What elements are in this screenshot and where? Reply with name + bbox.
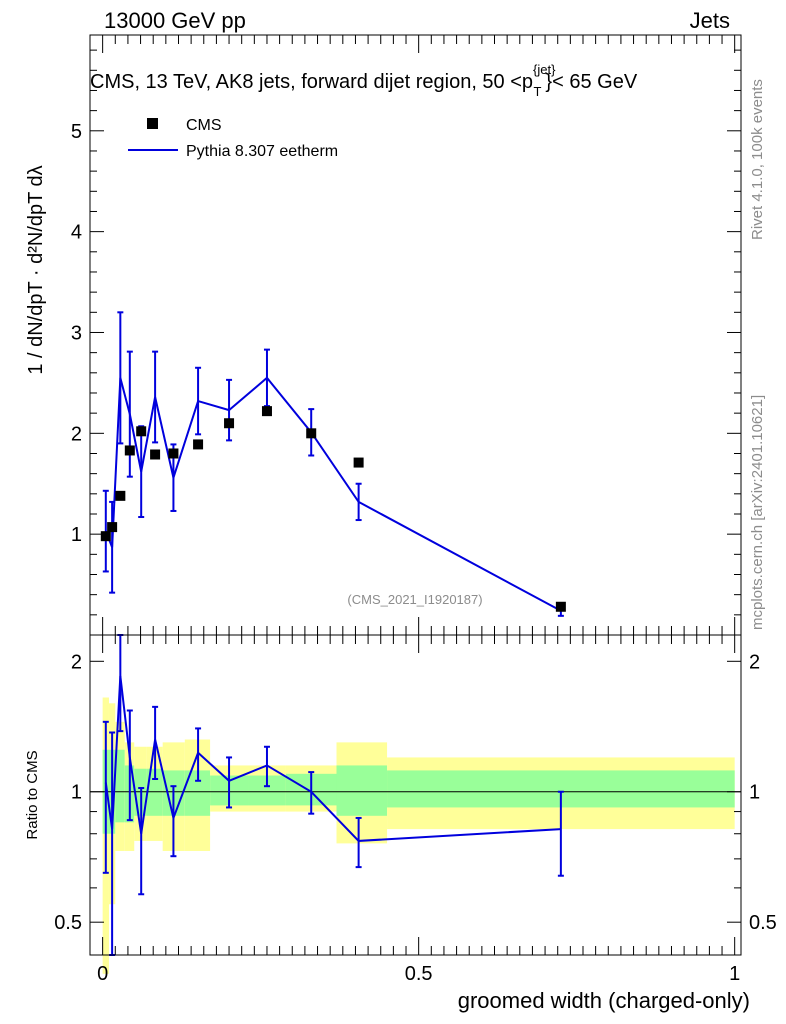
legend-data-label: CMS: [186, 117, 222, 134]
main-ytick-label: 1: [71, 524, 82, 546]
ratio-ylabel-text: Ratio to CMS: [24, 750, 41, 839]
cms-data-point: [261, 406, 272, 417]
ratio-band-inner: [336, 765, 388, 816]
ratio-xtick-label: 0: [97, 963, 108, 985]
main-title-main: CMS, 13 TeV, AK8 jets, forward dijet reg…: [90, 71, 533, 93]
ratio-ylabel: Ratio to CMS: [24, 750, 41, 839]
cms-data-point: [115, 490, 126, 501]
main-ylabel: 1 / dN/dpT · d²N/dpT dλ: [25, 165, 47, 374]
ratio-ytick-label: 1: [71, 782, 82, 804]
ratio-panel: 0 0.5 1 0.5 0.5 1 1 2 2: [54, 634, 777, 985]
mcplots-label-text: mcplots.cern.ch [arXiv:2401.10621]: [749, 395, 766, 630]
mcplots-label: mcplots.cern.ch [arXiv:2401.10621]: [749, 395, 766, 630]
main-ticks: 1 2 3 4 5: [71, 35, 741, 636]
ratio-xtick-label: 0.5: [405, 963, 433, 985]
header-left: 13000 GeV pp: [104, 8, 246, 33]
ratio-ytick-label-right: 0.5: [749, 912, 777, 934]
main-ytick-label: 4: [71, 222, 82, 244]
legend-data-marker: [147, 118, 158, 129]
main-data-series: [100, 406, 566, 612]
ratio-ytick-label-right: 2: [749, 651, 760, 673]
main-panel: 1 2 3 4 5: [71, 34, 742, 636]
xlabel: groomed width (charged-only): [458, 988, 750, 1013]
ratio-band-inner: [115, 749, 125, 823]
header-right: Jets: [690, 8, 730, 33]
main-title-sub: T: [533, 84, 541, 99]
ratio-xtick-label: 1: [729, 963, 740, 985]
ratio-frame: [89, 634, 742, 956]
main-title: CMS, 13 TeV, AK8 jets, forward dijet reg…: [90, 62, 638, 99]
main-title-sup: {jet}: [533, 62, 556, 77]
ratio-ytick-label-right: 1: [749, 782, 760, 804]
cms-data-point: [136, 426, 147, 437]
cms-data-point: [150, 449, 161, 460]
main-mc-series: [102, 311, 564, 617]
ratio-band-inner: [146, 768, 163, 816]
cms-data-point: [100, 531, 111, 542]
ratio-ytick-label: 0.5: [54, 912, 82, 934]
main-ylabel-text: 1 / dN/dpT · d²N/dpT dλ: [25, 165, 47, 374]
main-title-text: CMS, 13 TeV, AK8 jets, forward dijet reg…: [90, 62, 638, 99]
ratio-ticks: 0 0.5 1 0.5 0.5 1 1 2 2: [54, 635, 777, 985]
cms-data-point: [124, 445, 135, 456]
legend-mc-label: Pythia 8.307 eetherm: [186, 143, 338, 160]
cms-data-point: [353, 457, 364, 468]
ratio-ytick-label: 2: [71, 651, 82, 673]
legend: CMS Pythia 8.307 eetherm: [128, 117, 338, 160]
rivet-label: Rivet 4.1.0, 100k events: [749, 79, 766, 240]
main-ytick-label: 5: [71, 121, 82, 143]
cms-data-point: [193, 439, 204, 450]
cms-data-point: [168, 448, 179, 459]
cms-data-point: [107, 522, 118, 533]
main-ytick-label: 3: [71, 322, 82, 344]
main-title-tail: }< 65 GeV: [545, 71, 637, 93]
ratio-mc-series: [102, 634, 564, 956]
analysis-tag: (CMS_2021_I1920187): [347, 592, 482, 607]
cms-data-point: [555, 601, 566, 612]
main-ytick-label: 2: [71, 423, 82, 445]
cms-data-point: [306, 428, 317, 439]
cms-data-point: [224, 418, 235, 429]
rivet-label-text: Rivet 4.1.0, 100k events: [749, 79, 766, 240]
